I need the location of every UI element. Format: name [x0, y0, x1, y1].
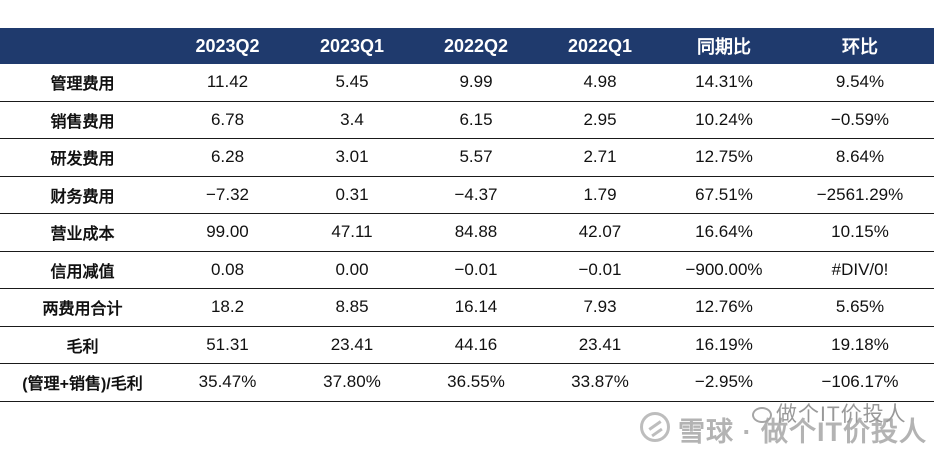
- table-cell: 23.41: [538, 326, 662, 364]
- table-cell: 6.78: [165, 101, 290, 139]
- table-cell: 7.93: [538, 288, 662, 327]
- financial-table: 2023Q2 2023Q1 2022Q2 2022Q1 同期比 环比 管理费用 …: [0, 28, 934, 402]
- table-row: 信用减值 0.08 0.00 −0.01 −0.01 −900.00% #DIV…: [0, 251, 934, 289]
- header-cell-2022q2: 2022Q2: [414, 28, 538, 64]
- table-cell: 14.31%: [662, 64, 786, 102]
- table-cell: 44.16: [414, 326, 538, 364]
- header-cell-2023q1: 2023Q1: [290, 28, 414, 64]
- table-cell: 16.19%: [662, 326, 786, 364]
- table-cell: 2.71: [538, 138, 662, 177]
- table-row: 毛利 51.31 23.41 44.16 23.41 16.19% 19.18%: [0, 326, 934, 364]
- table-cell: 19.18%: [786, 326, 934, 364]
- table-cell: −106.17%: [786, 363, 934, 402]
- row-label: 营业成本: [0, 213, 165, 252]
- table-cell: 10.24%: [662, 101, 786, 139]
- header-cell-qoq: 环比: [786, 28, 934, 64]
- table-cell: 0.00: [290, 251, 414, 289]
- table-cell: 51.31: [165, 326, 290, 364]
- table-cell: 36.55%: [414, 363, 538, 402]
- table-cell: 5.45: [290, 64, 414, 102]
- table-row: (管理+销售)/毛利 35.47% 37.80% 36.55% 33.87% −…: [0, 363, 934, 402]
- table-cell: 11.42: [165, 64, 290, 102]
- table-cell: 4.98: [538, 64, 662, 102]
- table-cell: 9.54%: [786, 64, 934, 102]
- table-cell: 6.28: [165, 138, 290, 177]
- table-cell: 3.4: [290, 101, 414, 139]
- table-cell: 10.15%: [786, 213, 934, 252]
- table-cell: 0.31: [290, 176, 414, 214]
- table-cell: 67.51%: [662, 176, 786, 214]
- table-cell: 1.79: [538, 176, 662, 214]
- table-cell: 16.64%: [662, 213, 786, 252]
- table-cell: 0.08: [165, 251, 290, 289]
- table-cell: 12.76%: [662, 288, 786, 327]
- header-cell-2023q2: 2023Q2: [165, 28, 290, 64]
- table-cell: 35.47%: [165, 363, 290, 402]
- row-label: 财务费用: [0, 176, 165, 214]
- table-cell: −2.95%: [662, 363, 786, 402]
- row-label: 管理费用: [0, 64, 165, 102]
- table-cell: −4.37: [414, 176, 538, 214]
- watermark: 雪球 · 做个IT价投人 做个IT价投人: [640, 398, 930, 450]
- row-label: 两费用合计: [0, 288, 165, 327]
- table-row: 财务费用 −7.32 0.31 −4.37 1.79 67.51% −2561.…: [0, 176, 934, 214]
- watermark-main-text: 雪球 · 做个IT价投人: [678, 417, 927, 447]
- table-cell: 33.87%: [538, 363, 662, 402]
- table-cell: −0.01: [414, 251, 538, 289]
- header-row: 2023Q2 2023Q1 2022Q2 2022Q1 同期比 环比: [0, 28, 934, 64]
- table-cell: 5.65%: [786, 288, 934, 327]
- table-row: 销售费用 6.78 3.4 6.15 2.95 10.24% −0.59%: [0, 101, 934, 139]
- table-cell: −900.00%: [662, 251, 786, 289]
- header-cell-blank: [0, 28, 165, 64]
- table-row: 两费用合计 18.2 8.85 16.14 7.93 12.76% 5.65%: [0, 288, 934, 327]
- table-cell: −0.59%: [786, 101, 934, 139]
- header-cell-yoy: 同期比: [662, 28, 786, 64]
- table-row: 研发费用 6.28 3.01 5.57 2.71 12.75% 8.64%: [0, 138, 934, 177]
- row-label: 毛利: [0, 326, 165, 364]
- table-cell: 5.57: [414, 138, 538, 177]
- table-cell: 6.15: [414, 101, 538, 139]
- table-cell: −7.32: [165, 176, 290, 214]
- table-cell: 84.88: [414, 213, 538, 252]
- table-cell: 37.80%: [290, 363, 414, 402]
- table-cell: 99.00: [165, 213, 290, 252]
- table-cell: 16.14: [414, 288, 538, 327]
- table-cell: 23.41: [290, 326, 414, 364]
- watermark-sub-text: 做个IT价投人: [776, 403, 907, 426]
- table-cell: 9.99: [414, 64, 538, 102]
- row-label: 销售费用: [0, 101, 165, 139]
- table-cell: #DIV/0!: [786, 251, 934, 289]
- table-row: 管理费用 11.42 5.45 9.99 4.98 14.31% 9.54%: [0, 64, 934, 102]
- header-cell-2022q1: 2022Q1: [538, 28, 662, 64]
- table-cell: 2.95: [538, 101, 662, 139]
- table-cell: −2561.29%: [786, 176, 934, 214]
- row-label: 研发费用: [0, 138, 165, 177]
- xueqiu-logo-icon: [640, 412, 670, 442]
- table-cell: 47.11: [290, 213, 414, 252]
- table-cell: 8.64%: [786, 138, 934, 177]
- table-cell: 18.2: [165, 288, 290, 327]
- table-cell: 3.01: [290, 138, 414, 177]
- watermark-sub: 做个IT价投人: [752, 398, 907, 428]
- table-row: 营业成本 99.00 47.11 84.88 42.07 16.64% 10.1…: [0, 213, 934, 252]
- row-label: (管理+销售)/毛利: [0, 363, 165, 402]
- table-cell: 8.85: [290, 288, 414, 327]
- wechat-icon: [752, 407, 772, 424]
- row-label: 信用减值: [0, 251, 165, 289]
- table-cell: 12.75%: [662, 138, 786, 177]
- table-cell: −0.01: [538, 251, 662, 289]
- table-cell: 42.07: [538, 213, 662, 252]
